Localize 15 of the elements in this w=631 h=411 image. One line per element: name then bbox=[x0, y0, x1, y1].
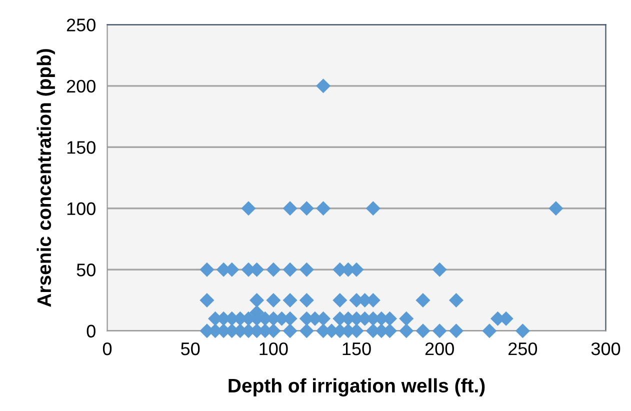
x-tick-label: 200 bbox=[425, 342, 454, 356]
x-tick-label: 50 bbox=[181, 342, 200, 356]
x-tick-label: 150 bbox=[342, 342, 371, 356]
y-tick-label: 200 bbox=[66, 80, 96, 93]
y-tick-label: 250 bbox=[66, 18, 96, 32]
x-tick-label: 0 bbox=[102, 342, 112, 356]
x-tick-label: 100 bbox=[260, 342, 288, 356]
y-tick-label: 50 bbox=[76, 264, 96, 276]
x-axis-title: Depth of irrigation wells (ft.) bbox=[228, 378, 485, 396]
x-tick-label: 250 bbox=[508, 342, 538, 356]
y-tick-label: 100 bbox=[67, 202, 96, 216]
y-tick-label: 0 bbox=[86, 324, 96, 338]
y-tick-label: 150 bbox=[67, 141, 96, 154]
y-axis-title: Arsenic concentration (ppb) bbox=[36, 49, 55, 307]
x-tick-label: 300 bbox=[591, 342, 620, 356]
